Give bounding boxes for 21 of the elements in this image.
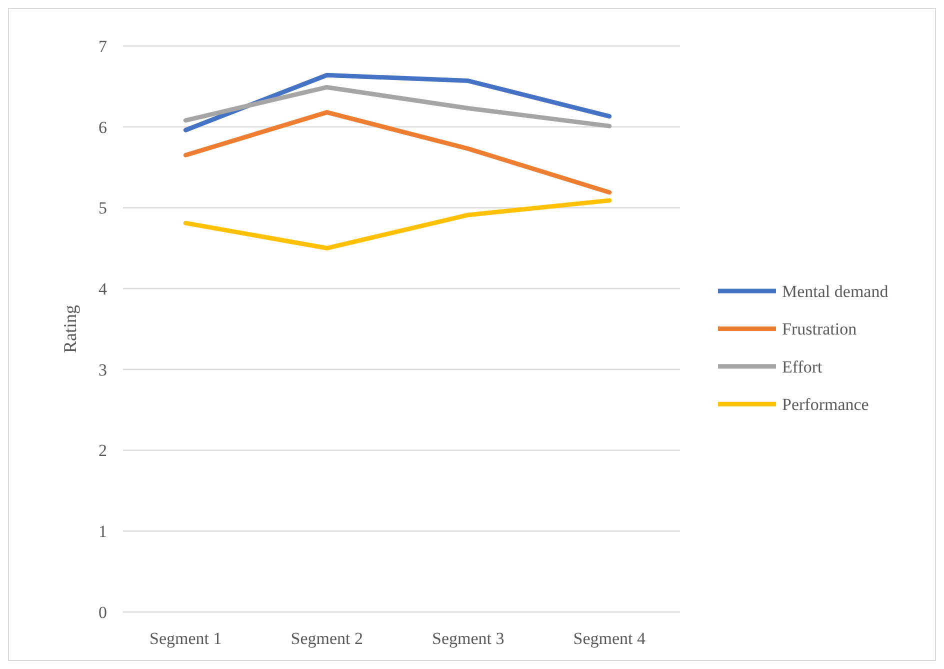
y-tick-label: 1 [98, 522, 107, 542]
legend-label: Frustration [782, 320, 858, 339]
legend-label: Performance [782, 395, 869, 414]
x-tick-label: Segment 4 [573, 629, 646, 648]
y-tick-label: 7 [98, 36, 108, 56]
legend-label: Effort [782, 357, 823, 376]
line-series [183, 198, 612, 250]
line-series [183, 110, 612, 195]
y-tick-label: 0 [98, 602, 107, 622]
y-tick-label: 3 [98, 360, 107, 380]
y-tick-label: 2 [98, 441, 107, 460]
legend-label: Mental demand [782, 282, 889, 301]
line-series [183, 84, 612, 128]
x-tick-label: Segment 1 [150, 629, 222, 648]
y-tick-label: 4 [98, 280, 108, 299]
line-series [183, 72, 612, 132]
x-tick-label: Segment 3 [432, 629, 504, 648]
x-tick-label: Segment 2 [290, 629, 363, 648]
y-tick-label: 6 [98, 118, 107, 137]
y-axis-title: Rating [60, 305, 80, 353]
y-tick-label: 5 [98, 198, 107, 218]
